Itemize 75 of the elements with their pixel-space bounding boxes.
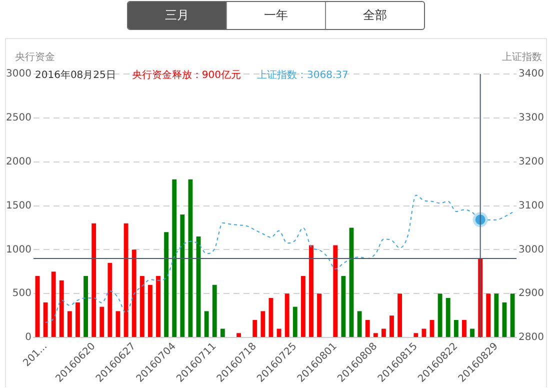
bar [309, 245, 314, 338]
bar [268, 298, 274, 338]
y2-tick-label: 3200 [518, 156, 544, 168]
bar [292, 306, 298, 338]
bar [51, 272, 56, 338]
bar [390, 316, 394, 338]
bar [172, 179, 177, 338]
bar [212, 284, 217, 338]
bar [188, 179, 193, 338]
y-tick-label: 2500 [6, 112, 32, 124]
y-tick-label: 1000 [6, 244, 32, 256]
y2-tick-label: 3000 [518, 244, 544, 256]
y-tick-label: 3000 [6, 68, 32, 80]
y2-tick-label: 3100 [518, 200, 544, 212]
bar [35, 276, 40, 338]
bar [438, 294, 442, 338]
bar [180, 214, 185, 338]
y2-tick-label: 3400 [518, 68, 544, 80]
bar [446, 298, 450, 338]
bar [373, 333, 378, 338]
bar [381, 328, 386, 338]
bar [132, 250, 136, 338]
annotation: 央行资金释放：900亿元 [132, 70, 241, 81]
y2-axis-title: 上证指数 [502, 50, 542, 64]
bar [422, 328, 426, 338]
bar [124, 223, 128, 338]
y-tick-label: 2000 [6, 156, 32, 168]
bar [333, 245, 338, 338]
annotation: 上证指数：3068.37 [257, 70, 348, 81]
bar [414, 333, 418, 338]
bar [204, 311, 209, 338]
y2-tick-label: 3300 [518, 112, 544, 124]
y-tick-label: 0 [25, 332, 32, 344]
text: 一年 [226, 2, 325, 29]
line-series [45, 194, 514, 324]
bar [462, 320, 466, 338]
bar [494, 294, 499, 338]
bar [148, 284, 152, 338]
bar [357, 311, 362, 338]
bar [486, 294, 491, 338]
bar [116, 311, 120, 338]
bar [140, 276, 144, 338]
bar [92, 223, 96, 338]
bar [59, 280, 64, 338]
annotation: 2016年08月25日 [35, 70, 116, 81]
bar [430, 320, 434, 338]
text: 三月 [128, 2, 226, 29]
bar [100, 306, 104, 338]
bar [76, 302, 80, 338]
bar [67, 311, 72, 338]
bar [276, 328, 282, 338]
y-axis-title: 央行资金 [15, 50, 55, 64]
bar [470, 328, 474, 338]
bar [108, 262, 112, 338]
bar [164, 232, 169, 338]
bar [510, 294, 515, 338]
bar [300, 276, 306, 338]
bar [454, 320, 458, 338]
bar [252, 320, 258, 338]
bar [502, 302, 507, 338]
bar [341, 276, 346, 338]
bar [236, 333, 241, 338]
y-tick-label: 1500 [6, 200, 32, 212]
bar [260, 311, 266, 338]
bar [365, 320, 370, 338]
text: 全部 [325, 2, 424, 29]
bar [220, 328, 225, 338]
bar [317, 294, 322, 338]
y2-tick-label: 2900 [518, 288, 544, 300]
bar [84, 276, 88, 338]
bar [284, 294, 290, 338]
bar [156, 276, 160, 338]
y-tick-label: 500 [12, 288, 32, 300]
bar [398, 294, 402, 338]
y2-tick-label: 2800 [518, 332, 544, 344]
